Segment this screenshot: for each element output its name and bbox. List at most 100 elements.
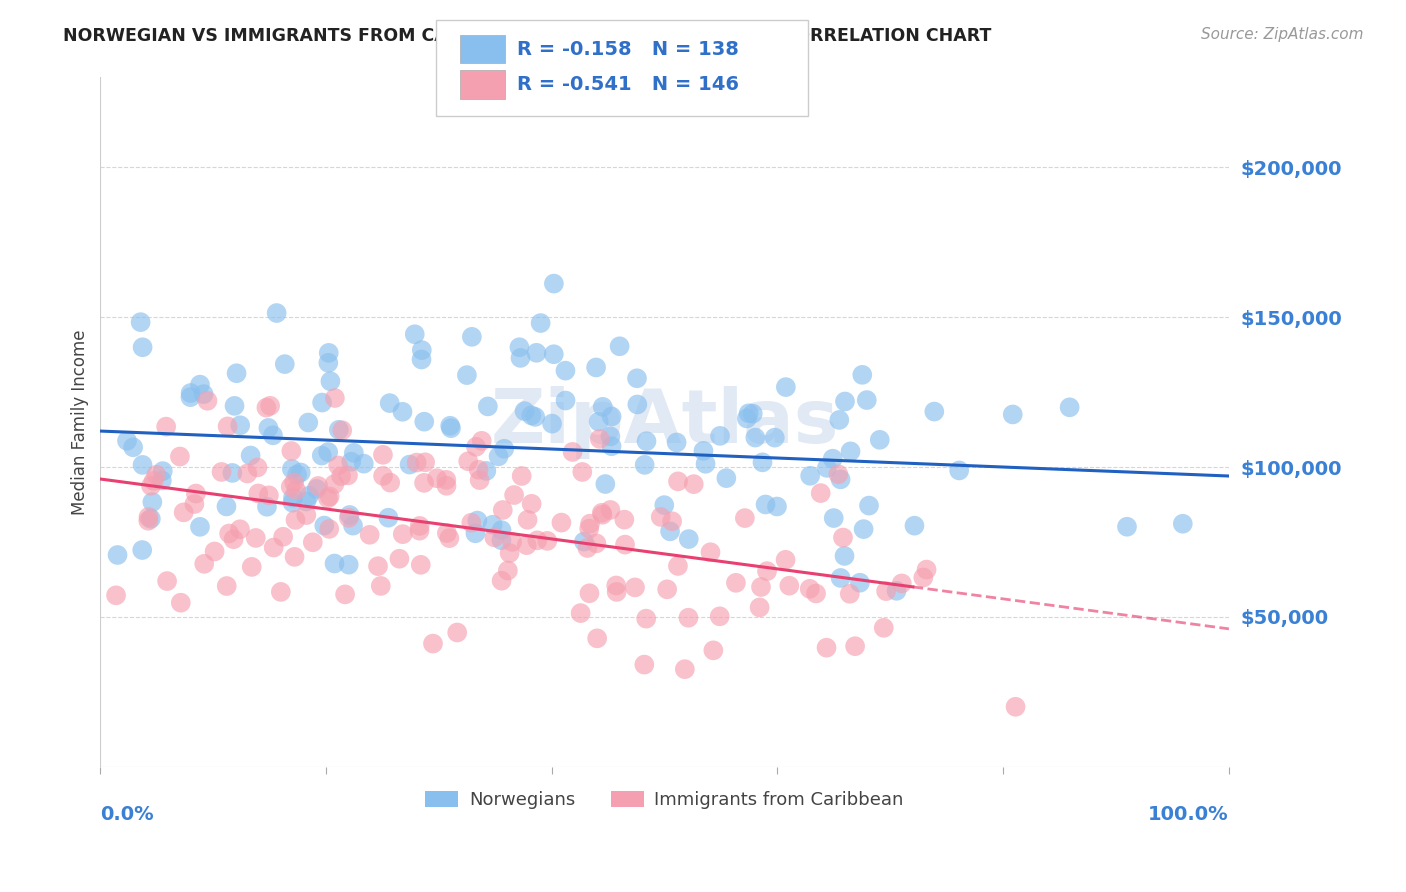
Point	[326, 458, 349, 473]
Point	[699, 545, 721, 559]
Point	[413, 475, 436, 490]
Point	[543, 347, 565, 361]
Point	[682, 477, 704, 491]
Point	[554, 393, 576, 408]
Point	[903, 518, 925, 533]
Point	[886, 583, 908, 598]
Point	[572, 534, 595, 549]
Point	[513, 404, 536, 418]
Point	[569, 606, 592, 620]
Point	[319, 374, 342, 388]
Point	[281, 462, 304, 476]
Point	[333, 587, 356, 601]
Point	[530, 316, 553, 330]
Point	[634, 458, 657, 472]
Point	[554, 364, 576, 378]
Point	[571, 465, 593, 479]
Point	[239, 449, 262, 463]
Point	[434, 473, 457, 487]
Text: Source: ZipAtlas.com: Source: ZipAtlas.com	[1201, 27, 1364, 42]
Point	[520, 409, 543, 423]
Point	[591, 508, 613, 522]
Point	[340, 455, 363, 469]
Point	[600, 409, 623, 424]
Point	[411, 343, 433, 357]
Point	[131, 458, 153, 472]
Point	[156, 574, 179, 588]
Point	[804, 586, 827, 600]
Point	[323, 477, 346, 491]
Point	[749, 580, 772, 594]
Point	[204, 544, 226, 558]
Point	[193, 387, 215, 401]
Point	[578, 586, 600, 600]
Point	[737, 406, 759, 420]
Point	[491, 533, 513, 548]
Point	[247, 486, 270, 500]
Point	[229, 418, 252, 433]
Point	[426, 471, 449, 485]
Point	[744, 431, 766, 445]
Point	[763, 431, 786, 445]
Point	[475, 464, 498, 478]
Point	[295, 494, 318, 508]
Point	[600, 439, 623, 453]
Point	[576, 541, 599, 555]
Point	[413, 455, 436, 469]
Point	[440, 421, 463, 435]
Point	[131, 543, 153, 558]
Point	[709, 609, 731, 624]
Point	[271, 530, 294, 544]
Point	[589, 432, 612, 446]
Point	[285, 467, 308, 482]
Point	[508, 340, 530, 354]
Point	[494, 442, 516, 456]
Point	[724, 575, 747, 590]
Point	[371, 448, 394, 462]
Point	[139, 479, 162, 493]
Text: 100.0%: 100.0%	[1149, 805, 1229, 823]
Point	[323, 391, 346, 405]
Point	[330, 469, 353, 483]
Point	[636, 612, 658, 626]
Point	[461, 330, 484, 344]
Point	[550, 516, 572, 530]
Point	[215, 500, 238, 514]
Point	[311, 449, 333, 463]
Point	[180, 386, 202, 401]
Point	[592, 400, 614, 414]
Point	[673, 662, 696, 676]
Point	[141, 495, 163, 509]
Point	[599, 429, 621, 443]
Point	[138, 509, 160, 524]
Point	[778, 579, 800, 593]
Point	[766, 500, 789, 514]
Point	[343, 446, 366, 460]
Point	[498, 546, 520, 560]
Point	[170, 596, 193, 610]
Point	[105, 588, 128, 602]
Point	[491, 523, 513, 537]
Point	[464, 526, 486, 541]
Point	[150, 474, 173, 488]
Point	[155, 419, 177, 434]
Point	[852, 522, 875, 536]
Point	[748, 600, 770, 615]
Point	[659, 524, 682, 539]
Point	[398, 458, 420, 472]
Point	[834, 394, 856, 409]
Point	[830, 472, 852, 486]
Point	[823, 511, 845, 525]
Point	[585, 536, 607, 550]
Point	[297, 416, 319, 430]
Point	[709, 429, 731, 443]
Point	[834, 549, 856, 563]
Point	[751, 455, 773, 469]
Point	[695, 457, 717, 471]
Point	[142, 474, 165, 488]
Point	[585, 360, 607, 375]
Point	[270, 585, 292, 599]
Point	[678, 611, 700, 625]
Point	[741, 407, 763, 421]
Point	[224, 399, 246, 413]
